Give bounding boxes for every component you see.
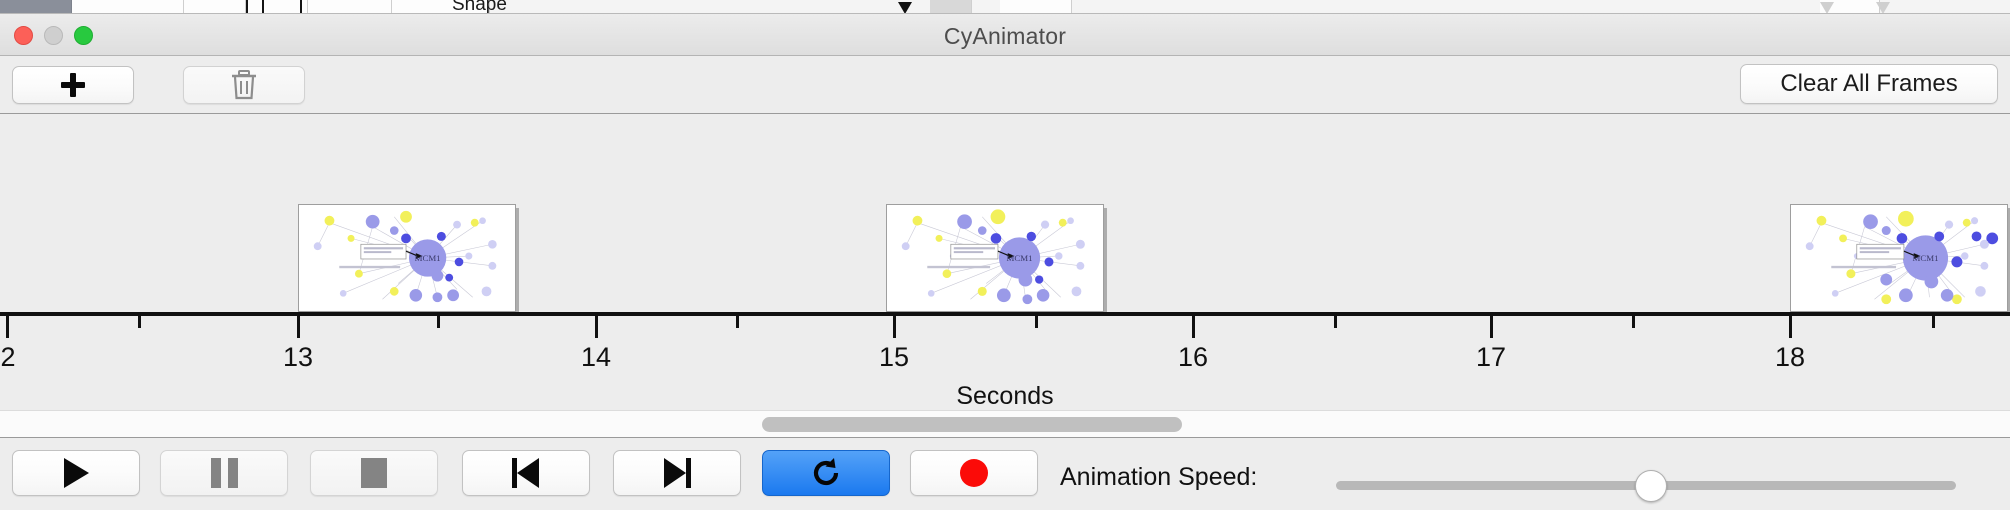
axis-tick-minor [1632, 316, 1635, 328]
close-button[interactable] [14, 26, 33, 45]
axis-tick-minor [437, 316, 440, 328]
svg-text:MCM1: MCM1 [1912, 253, 1938, 263]
stop-button[interactable] [310, 450, 438, 496]
timeline-scrollbar[interactable] [0, 410, 2010, 438]
zoom-button[interactable] [74, 26, 93, 45]
network-graph-thumbnail: MCM1 [1792, 205, 2006, 311]
axis-tick-major [1490, 316, 1493, 338]
play-button[interactable] [12, 450, 140, 496]
record-button[interactable] [910, 450, 1038, 496]
axis-tick-label: 16 [1177, 342, 1209, 372]
minimize-button[interactable] [44, 26, 63, 45]
axis-tick-minor [1035, 316, 1038, 328]
network-graph-thumbnail: MCM1 [888, 205, 1102, 311]
axis-tick-label: 15 [878, 342, 910, 372]
add-frame-button[interactable] [12, 66, 134, 104]
skip-forward-icon [663, 458, 691, 488]
record-icon [960, 459, 988, 487]
previous-frame-button[interactable] [462, 450, 590, 496]
frame-thumbnail[interactable]: MCM1 [298, 204, 516, 312]
network-graph-thumbnail: MCM1 [300, 205, 514, 311]
scrollbar-thumb[interactable] [762, 417, 1182, 432]
play-icon [63, 458, 89, 488]
playback-controls: Animation Speed: [0, 438, 2010, 510]
pause-icon [210, 458, 238, 488]
next-frame-button[interactable] [613, 450, 741, 496]
skip-back-icon [512, 458, 540, 488]
axis-title: Seconds [956, 382, 1054, 410]
timeline-axis [0, 312, 2010, 316]
axis-tick-major [297, 316, 300, 338]
axis-tick-label: 18 [1774, 342, 1806, 372]
axis-tick-major [1192, 316, 1195, 338]
stop-icon [361, 458, 387, 488]
title-bar: CyAnimator [0, 14, 2010, 56]
timeline-panel[interactable]: MCM1 [0, 114, 2010, 410]
window-title: CyAnimator [943, 23, 1067, 49]
animation-speed-label: Animation Speed: [1060, 463, 1258, 491]
frame-thumbnail[interactable]: MCM1 [886, 204, 1104, 312]
clear-all-frames-button[interactable]: Clear All Frames [1740, 64, 1998, 104]
loop-icon [813, 458, 839, 486]
pause-button[interactable] [160, 450, 288, 496]
axis-tick-minor [138, 316, 141, 328]
axis-tick-major [893, 316, 896, 338]
axis-tick-label: 17 [1475, 342, 1507, 372]
axis-tick-label: 13 [282, 342, 314, 372]
window-controls [14, 26, 93, 45]
plus-icon [61, 73, 85, 97]
axis-tick-minor [736, 316, 739, 328]
axis-tick-major [595, 316, 598, 338]
axis-tick-major [1789, 316, 1792, 338]
axis-tick-minor [1334, 316, 1337, 328]
axis-tick-major [6, 316, 9, 338]
trash-icon [232, 70, 256, 100]
background-window-strip: Shape [0, 0, 2010, 14]
loop-button[interactable] [762, 450, 890, 496]
svg-text:MCM1: MCM1 [1007, 253, 1033, 263]
background-window-label: Shape [452, 0, 507, 14]
svg-text:MCM1: MCM1 [415, 253, 441, 263]
axis-tick-label: 14 [580, 342, 612, 372]
axis-tick-label: 2 [0, 342, 16, 372]
frame-thumbnail[interactable]: MCM1 [1790, 204, 2008, 312]
delete-frame-button[interactable] [183, 66, 305, 104]
animation-speed-slider-knob[interactable] [1635, 470, 1667, 502]
axis-tick-minor [1932, 316, 1935, 328]
frame-toolbar: Clear All Frames [0, 56, 2010, 114]
